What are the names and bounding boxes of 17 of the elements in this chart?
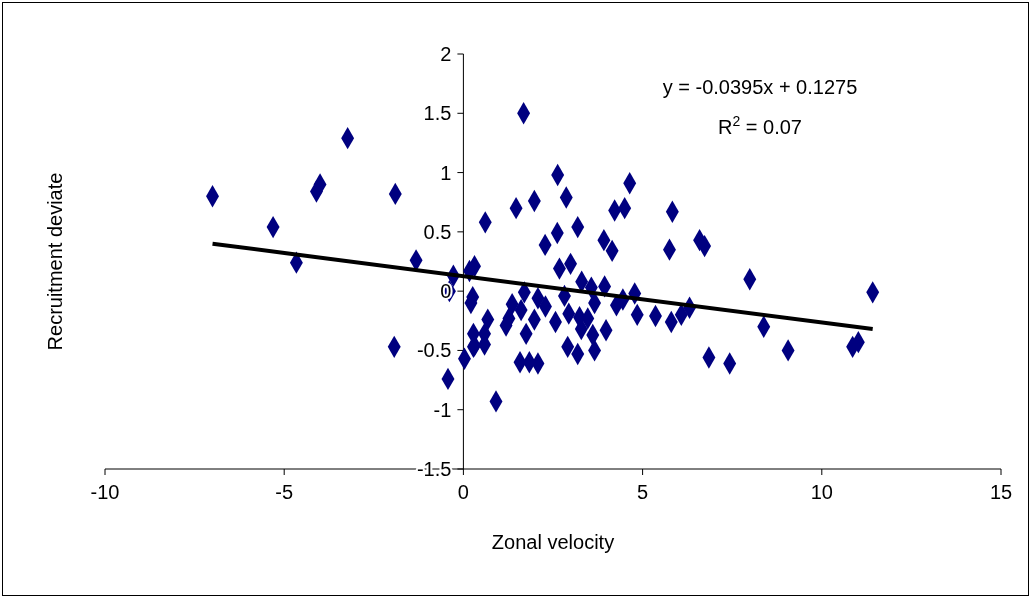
y-tick-label: 1.5 bbox=[423, 102, 452, 125]
x-tick-label: 15 bbox=[989, 481, 1013, 503]
x-tick-label: -10 bbox=[90, 481, 120, 503]
y-tick-label: 0.5 bbox=[423, 220, 452, 243]
x-tick-label: 5 bbox=[637, 481, 649, 503]
annotation: y = -0.0395x + 0.1275 bbox=[662, 76, 858, 98]
y-tick-label: -1 bbox=[433, 398, 452, 421]
y-tick-label: -1.5 bbox=[416, 458, 452, 480]
y-axis-title: Recruitment deviate bbox=[44, 172, 66, 351]
x-tick-label: 0 bbox=[457, 481, 469, 503]
annotation: R$^{2}$ = 0.07 bbox=[718, 113, 802, 138]
y-tick-label: 1 bbox=[440, 161, 452, 184]
x-axis-title: Zonal velocity bbox=[491, 531, 615, 553]
y-tick-label: 2 bbox=[440, 43, 452, 65]
y-tick-label: -0.5 bbox=[416, 339, 452, 362]
x-tick-label: -5 bbox=[275, 481, 294, 503]
x-tick-label: 10 bbox=[810, 481, 833, 503]
